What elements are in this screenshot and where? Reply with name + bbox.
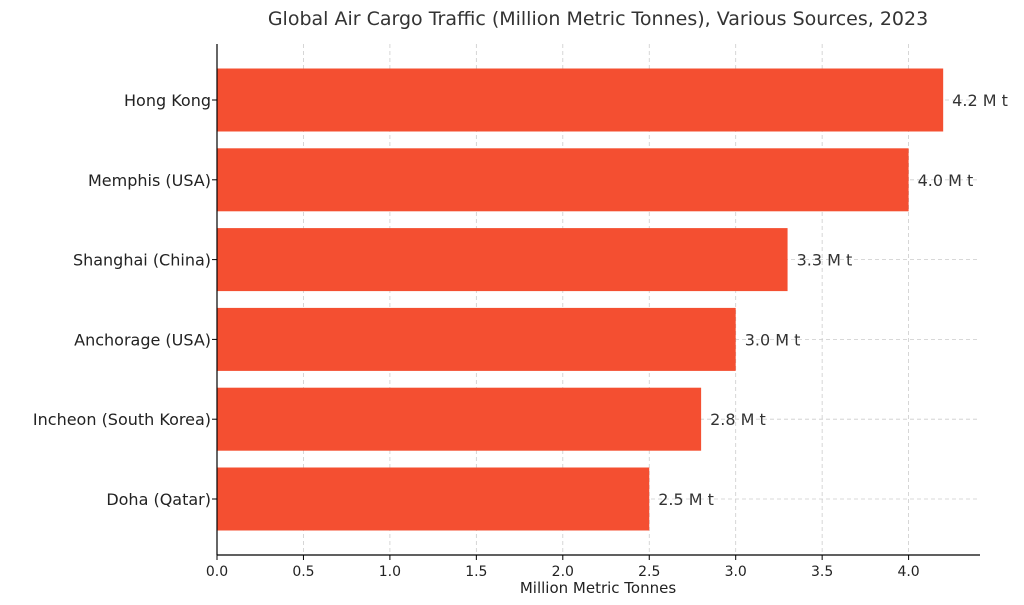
data-label: 2.5 M t — [658, 490, 714, 509]
data-labels: 4.2 M t 4.0 M t 3.3 M t 3.0 M t 2.8 M t 2.5 M… — [658, 91, 1008, 509]
bar — [217, 68, 944, 132]
category-label: Memphis (USA) — [88, 171, 211, 190]
bar — [217, 387, 702, 451]
data-label: 3.0 M t — [745, 330, 801, 349]
x-tick-label: 0.0 — [206, 564, 228, 580]
x-axis-ticks: 0.0 0.5 1.0 1.5 2.0 2.5 3.0 3.5 4.0 — [206, 99, 920, 580]
x-tick-label: 1.0 — [379, 564, 401, 580]
bar — [217, 228, 788, 292]
data-label: 4.2 M t — [952, 91, 1008, 110]
x-tick-label: 2.5 — [638, 564, 660, 580]
x-tick-label: 1.5 — [465, 564, 487, 580]
axes — [216, 44, 980, 556]
x-tick-label: 3.0 — [725, 564, 747, 580]
bar — [217, 307, 736, 371]
x-tick-label: 2.0 — [552, 564, 574, 580]
category-labels: Hong Kong Memphis (USA) Shanghai (China) An… — [33, 91, 211, 509]
x-axis-label: Million Metric Tonnes — [520, 579, 676, 597]
data-label: 4.0 M t — [918, 171, 974, 190]
category-label: Hong Kong — [124, 91, 211, 110]
x-tick-label: 3.5 — [811, 564, 833, 580]
x-tick-label: 0.5 — [292, 564, 314, 580]
bars — [217, 68, 944, 531]
category-label: Shanghai (China) — [73, 251, 211, 270]
category-label: Anchorage (USA) — [74, 330, 211, 349]
bar — [217, 467, 650, 531]
data-label: 2.8 M t — [710, 410, 766, 429]
x-tick-label: 4.0 — [897, 564, 919, 580]
category-label: Incheon (South Korea) — [33, 410, 211, 429]
category-label: Doha (Qatar) — [106, 490, 211, 509]
chart-title: Global Air Cargo Traffic (Million Metric… — [268, 8, 928, 30]
bar — [217, 148, 909, 212]
data-label: 3.3 M t — [797, 251, 853, 270]
